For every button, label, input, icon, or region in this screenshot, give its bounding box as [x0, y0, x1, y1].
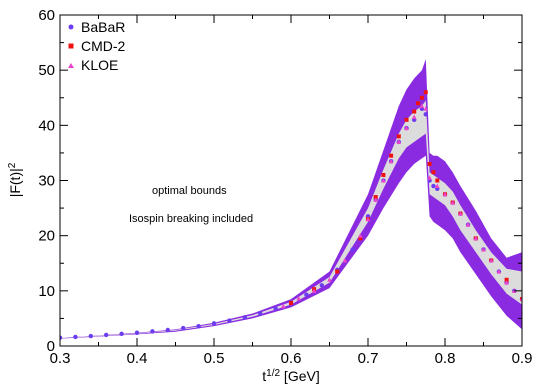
data-point-cmd-2 [404, 117, 409, 122]
legend-marker-babar [68, 24, 74, 30]
y-tick-label: 10 [38, 283, 55, 300]
data-point-babar [227, 318, 232, 323]
data-point-kloe [381, 178, 386, 183]
data-point-kloe [411, 114, 417, 120]
x-tick-label: 0.4 [127, 350, 148, 367]
data-point-kloe [423, 106, 429, 111]
data-point-kloe [427, 175, 432, 180]
data-point-babar [60, 335, 63, 340]
data-point-kloe [435, 183, 440, 189]
y-axis: 0 10 20 30 40 50 60 [38, 7, 522, 355]
data-point-kloe [358, 233, 363, 238]
data-point-kloe [473, 235, 479, 241]
data-point-babar [104, 332, 109, 338]
y-tick-label: 60 [38, 7, 55, 24]
data-point-kloe [458, 211, 463, 216]
legend-marker-cmd2 [68, 43, 74, 49]
y-tick-label: 30 [38, 173, 55, 190]
data-point-cmd-2 [358, 236, 363, 241]
x-tick-label: 0.7 [358, 350, 379, 367]
x-tick-label: 0.3 [50, 350, 71, 367]
x-tick-label: 0.5 [204, 350, 225, 367]
data-point-kloe [488, 257, 494, 263]
data-point-kloe [404, 125, 409, 131]
legend-label-babar: BaBaR [81, 19, 125, 35]
annotation-optimal-bounds: optimal bounds [152, 185, 227, 197]
data-point-cmd-2 [431, 170, 436, 175]
data-point-babar [350, 247, 355, 252]
data-point-cmd-2 [419, 95, 424, 100]
data-point-kloe [504, 280, 509, 285]
data-point-babar [258, 311, 263, 316]
x-axis-label: t1/2 [GeV] [262, 368, 319, 385]
data-point-babar [423, 112, 428, 117]
data-point-kloe [342, 257, 348, 263]
legend: BaBaR CMD-2 KLOE [68, 19, 126, 73]
data-point-cmd-2 [389, 153, 394, 158]
data-point-cmd-2 [504, 277, 509, 282]
data-point-kloe [373, 197, 378, 202]
data-point-kloe [481, 246, 486, 252]
data-point-kloe [519, 296, 522, 302]
x-tick-label: 0.6 [281, 350, 302, 367]
y-tick-label: 20 [38, 228, 55, 245]
y-tick-label: 50 [38, 62, 55, 79]
data-point-cmd-2 [289, 300, 293, 305]
annotation-isospin: Isospin breaking included [129, 213, 253, 225]
data-point-babar [134, 330, 140, 335]
x-tick-label: 0.8 [435, 350, 456, 367]
data-point-kloe [442, 191, 448, 197]
data-point-babar [242, 315, 247, 320]
data-point-babar [431, 183, 436, 189]
data-point-kloe [396, 139, 402, 144]
data-point-kloe [296, 296, 301, 301]
data-point-babar [165, 327, 170, 333]
legend-marker-kloe [68, 63, 74, 68]
data-points [60, 90, 522, 340]
data-point-cmd-2 [427, 161, 432, 166]
data-point-cmd-2 [373, 195, 378, 200]
x-axis: 0.3 0.4 0.5 0.6 0.7 0.8 0.9 [50, 15, 533, 367]
legend-label-kloe: KLOE [81, 57, 118, 73]
data-point-babar [319, 283, 324, 288]
data-point-kloe [496, 269, 502, 274]
data-point-babar [181, 325, 186, 331]
data-point-kloe [365, 216, 371, 222]
data-point-kloe [450, 200, 455, 205]
data-point-cmd-2 [335, 269, 340, 274]
data-point-babar [150, 329, 155, 334]
data-point-babar [211, 321, 217, 326]
data-point-cmd-2 [412, 109, 417, 114]
data-point-kloe [281, 303, 286, 309]
data-point-kloe [311, 288, 317, 293]
data-point-kloe [388, 158, 394, 164]
data-point-babar [196, 323, 201, 329]
data-point-babar [273, 306, 278, 311]
data-point-babar [88, 333, 94, 339]
bounds-bands [60, 59, 522, 339]
data-point-cmd-2 [435, 178, 440, 183]
data-point-babar [73, 334, 78, 340]
x-tick-label: 0.9 [512, 350, 533, 367]
data-point-kloe [327, 277, 332, 282]
data-point-cmd-2 [416, 101, 421, 106]
data-point-kloe [419, 103, 425, 109]
data-point-babar [119, 331, 124, 337]
data-point-cmd-2 [396, 134, 401, 139]
y-tick-label: 0 [47, 338, 55, 355]
y-tick-label: 40 [38, 117, 55, 134]
data-point-babar [304, 292, 309, 297]
data-point-kloe [465, 222, 471, 227]
legend-label-cmd2: CMD-2 [81, 38, 126, 54]
y-axis-label: |F(t)|2 [7, 162, 24, 197]
data-point-cmd-2 [423, 90, 428, 95]
data-point-cmd-2 [381, 172, 386, 177]
